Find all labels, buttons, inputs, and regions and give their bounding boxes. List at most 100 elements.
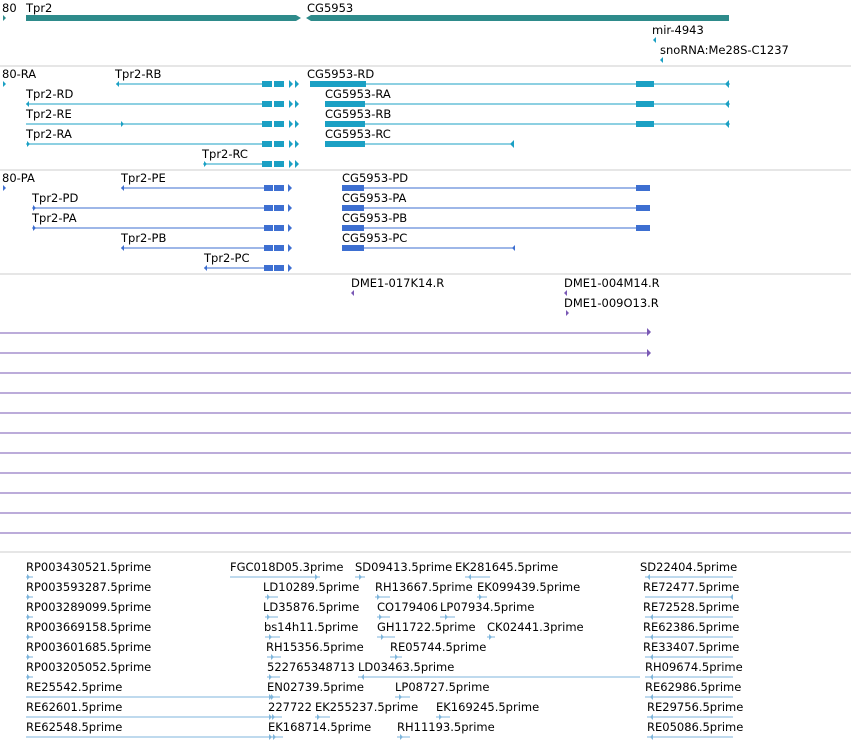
est-ek099439-5prime[interactable]: EK099439.5prime bbox=[477, 580, 580, 600]
est-co179406[interactable]: CO179406 bbox=[377, 600, 438, 620]
est-rh09674-5prime[interactable]: RH09674.5prime bbox=[645, 660, 743, 680]
feature-label: Tpr2-RE bbox=[25, 107, 72, 121]
est-re62386-5prime[interactable]: RE62386.5prime bbox=[643, 620, 739, 640]
protein-tpr2-pc[interactable]: Tpr2-PC bbox=[203, 251, 292, 272]
est-re62986-5prime[interactable]: RE62986.5prime bbox=[645, 680, 741, 700]
est-ld03463-5prime[interactable]: LD03463.5prime bbox=[358, 660, 640, 680]
feature-label: CG5953-PD bbox=[342, 171, 408, 185]
feature-label: Tpr2-PE bbox=[120, 171, 166, 185]
feature-label: RH09674.5prime bbox=[645, 660, 743, 674]
transcript-tpr2-rd[interactable]: Tpr2-RD bbox=[25, 87, 299, 108]
est-ld35876-5prime[interactable]: LD35876.5prime bbox=[263, 600, 359, 620]
est-sd22404-5prime[interactable]: SD22404.5prime bbox=[640, 560, 737, 580]
gene-tpr2[interactable]: Tpr2 bbox=[25, 1, 301, 21]
feature-label: RH15356.5prime bbox=[266, 640, 364, 654]
feature-label: RP003669158.5prime bbox=[26, 620, 151, 634]
est-ck02441-3prime[interactable]: CK02441.3prime bbox=[487, 620, 584, 640]
feature-label: Tpr2-RC bbox=[201, 147, 248, 161]
est-re62601-5prime[interactable]: RE62601.5prime bbox=[26, 700, 275, 720]
feature-label: 522765348713 bbox=[267, 660, 355, 674]
transcript-cg5953-rc[interactable]: CG5953-RC bbox=[325, 127, 514, 148]
protein-cg5953-pd[interactable]: CG5953-PD bbox=[342, 171, 650, 191]
feature-label: Tpr2-PC bbox=[203, 251, 249, 265]
protein-tpr2-pe[interactable]: Tpr2-PE bbox=[120, 171, 292, 192]
transcript-tpr2-rc[interactable]: Tpr2-RC bbox=[201, 147, 299, 168]
feature-label: Tpr2-RB bbox=[114, 67, 162, 81]
transcript-cg5953-rb[interactable]: CG5953-RB bbox=[325, 107, 730, 128]
transcript-cg5953-rd[interactable]: CG5953-RD bbox=[307, 67, 730, 88]
protein-cg5953-pa[interactable]: CG5953-PA bbox=[342, 191, 650, 211]
est-re29756-5prime[interactable]: RE29756.5prime bbox=[647, 700, 743, 720]
alignment-row[interactable] bbox=[0, 328, 651, 336]
est-re62548-5prime[interactable]: RE62548.5prime bbox=[26, 720, 275, 740]
feature-label: 80-RA bbox=[2, 67, 36, 81]
protein-tpr2-pd[interactable]: Tpr2-PD bbox=[31, 191, 292, 212]
est-rp003593287-5prime[interactable]: RP003593287.5prime bbox=[26, 580, 151, 600]
protein-tpr2-pa[interactable]: Tpr2-PA bbox=[31, 211, 292, 232]
est-ek168714-5prime[interactable]: EK168714.5prime bbox=[268, 720, 371, 740]
clone-dme1-017k14[interactable]: DME1-017K14.R bbox=[351, 276, 444, 296]
est-522765348713[interactable]: 522765348713 bbox=[267, 660, 355, 680]
est-rh15356-5prime[interactable]: RH15356.5prime bbox=[266, 640, 364, 660]
est-rp003205052-5prime[interactable]: RP003205052.5prime bbox=[26, 660, 151, 680]
transcripts-track: 80-RA Tpr2-RB CG5953-RD Tpr2-RD CG5953-RA Tpr… bbox=[2, 67, 730, 168]
est-ek255237-5prime[interactable]: EK255237.5prime bbox=[315, 700, 418, 720]
protein-cg5953-pb[interactable]: CG5953-PB bbox=[342, 211, 650, 231]
est-re72477-5prime[interactable]: RE72477.5prime bbox=[643, 580, 739, 600]
est-rp003669158-5prime[interactable]: RP003669158.5prime bbox=[26, 620, 151, 640]
gene-mir-4943[interactable]: mir-4943 bbox=[652, 23, 704, 43]
gene-snorna[interactable]: snoRNA:Me28S-C1237 bbox=[660, 43, 789, 63]
est-ek169245-5prime[interactable]: EK169245.5prime bbox=[436, 700, 539, 720]
transcript-tpr2-ra[interactable]: Tpr2-RA bbox=[25, 127, 299, 148]
est-227722[interactable]: 227722 bbox=[268, 700, 312, 720]
feature-label: DME1-017K14.R bbox=[351, 276, 444, 290]
est-ek281645-5prime[interactable]: EK281645.5prime bbox=[455, 560, 558, 580]
gene-80[interactable]: 80 bbox=[2, 1, 17, 21]
transcript-80-ra[interactable]: 80-RA bbox=[2, 67, 36, 87]
feature-label: RE72528.5prime bbox=[643, 600, 739, 614]
alignment-row[interactable] bbox=[0, 349, 651, 357]
feature-label: RP003593287.5prime bbox=[26, 580, 151, 594]
feature-label: EN02739.5prime bbox=[267, 680, 364, 694]
feature-label: SD09413.5prime bbox=[355, 560, 452, 574]
est-re05086-5prime[interactable]: RE05086.5prime bbox=[647, 720, 743, 740]
transcript-tpr2-re[interactable]: Tpr2-RE bbox=[25, 107, 299, 128]
clone-dme1-009o13[interactable]: DME1-009O13.R bbox=[564, 296, 659, 316]
est-re72528-5prime[interactable]: RE72528.5prime bbox=[643, 600, 739, 620]
clones-track: DME1-017K14.R DME1-004M14.R DME1-009O13.R bbox=[0, 276, 851, 534]
est-rh11193-5prime[interactable]: RH11193.5prime bbox=[397, 720, 495, 740]
est-rp003289099-5prime[interactable]: RP003289099.5prime bbox=[26, 600, 151, 620]
transcript-tpr2-rb[interactable]: Tpr2-RB bbox=[114, 67, 299, 88]
est-sd09413-5prime[interactable]: SD09413.5prime bbox=[355, 560, 452, 580]
feature-label: CK02441.3prime bbox=[487, 620, 584, 634]
transcript-cg5953-ra[interactable]: CG5953-RA bbox=[325, 87, 730, 108]
protein-cg5953-pc[interactable]: CG5953-PC bbox=[342, 231, 515, 251]
feature-label: RP003430521.5prime bbox=[26, 560, 151, 574]
feature-label: LP08727.5prime bbox=[395, 680, 489, 694]
protein-80-pa[interactable]: 80-PA bbox=[2, 171, 35, 191]
feature-label: EK281645.5prime bbox=[455, 560, 558, 574]
feature-label: CG5953 bbox=[307, 1, 353, 15]
est-gh11722-5prime[interactable]: GH11722.5prime bbox=[377, 620, 476, 640]
est-rh13667-5prime[interactable]: RH13667.5prime bbox=[375, 580, 473, 600]
est-rp003430521-5prime[interactable]: RP003430521.5prime bbox=[26, 560, 151, 580]
feature-label: CG5953-PB bbox=[342, 211, 407, 225]
est-lp07934-5prime[interactable]: LP07934.5prime bbox=[440, 600, 534, 620]
feature-label: CG5953-RD bbox=[307, 67, 374, 81]
est-re05744-5prime[interactable]: RE05744.5prime bbox=[390, 640, 486, 660]
clone-dme1-004m14[interactable]: DME1-004M14.R bbox=[564, 276, 660, 296]
est-lp08727-5prime[interactable]: LP08727.5prime bbox=[395, 680, 489, 700]
est-bs14h11-5prime[interactable]: bs14h11.5prime bbox=[264, 620, 358, 640]
feature-label: CG5953-PC bbox=[342, 231, 407, 245]
est-fgc018d05-3prime[interactable]: FGC018D05.3prime bbox=[230, 560, 343, 580]
feature-label: LP07934.5prime bbox=[440, 600, 534, 614]
protein-tpr2-pb[interactable]: Tpr2-PB bbox=[120, 231, 292, 252]
feature-label: Tpr2-PD bbox=[31, 191, 78, 205]
est-en02739-5prime[interactable]: EN02739.5prime bbox=[267, 680, 364, 700]
feature-label: RE05744.5prime bbox=[390, 640, 486, 654]
est-re25542-5prime[interactable]: RE25542.5prime bbox=[26, 680, 275, 700]
est-re33407-5prime[interactable]: RE33407.5prime bbox=[643, 640, 739, 660]
est-ld10289-5prime[interactable]: LD10289.5prime bbox=[263, 580, 359, 600]
gene-cg5953[interactable]: CG5953 bbox=[306, 1, 729, 21]
est-rp003601685-5prime[interactable]: RP003601685.5prime bbox=[26, 640, 151, 660]
